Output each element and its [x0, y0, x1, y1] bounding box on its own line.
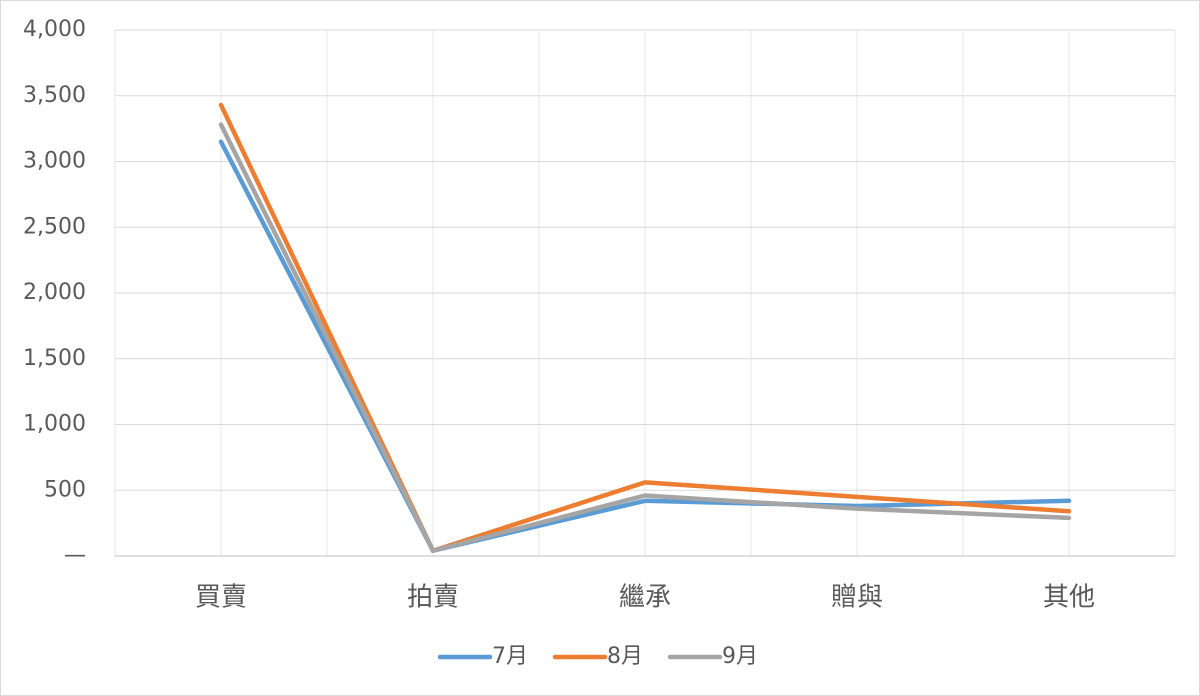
- y-tick-label: —: [64, 543, 86, 568]
- y-tick-label: 500: [44, 477, 86, 502]
- legend-label: 7月: [492, 644, 528, 669]
- y-tick-label: 4,000: [23, 17, 86, 42]
- y-tick-label: 1,000: [23, 412, 86, 437]
- y-tick-label: 3,500: [23, 83, 86, 108]
- series-line: [218, 102, 1072, 553]
- x-tick-label: 繼承: [619, 583, 671, 613]
- x-tick-label: 贈與: [831, 583, 883, 613]
- y-tick-label: 2,000: [23, 280, 86, 305]
- series-line: [218, 139, 1072, 553]
- y-tick-label: 1,500: [23, 346, 86, 371]
- y-tick-label: 3,000: [23, 149, 86, 174]
- series-line: [218, 122, 1072, 553]
- legend-label: 8月: [607, 644, 643, 669]
- x-tick-label: 其他: [1043, 583, 1095, 613]
- x-tick-label: 拍賣: [407, 583, 459, 613]
- x-tick-label: 買賣: [195, 583, 247, 613]
- legend-label: 9月: [722, 644, 758, 669]
- y-tick-label: 2,500: [23, 214, 86, 239]
